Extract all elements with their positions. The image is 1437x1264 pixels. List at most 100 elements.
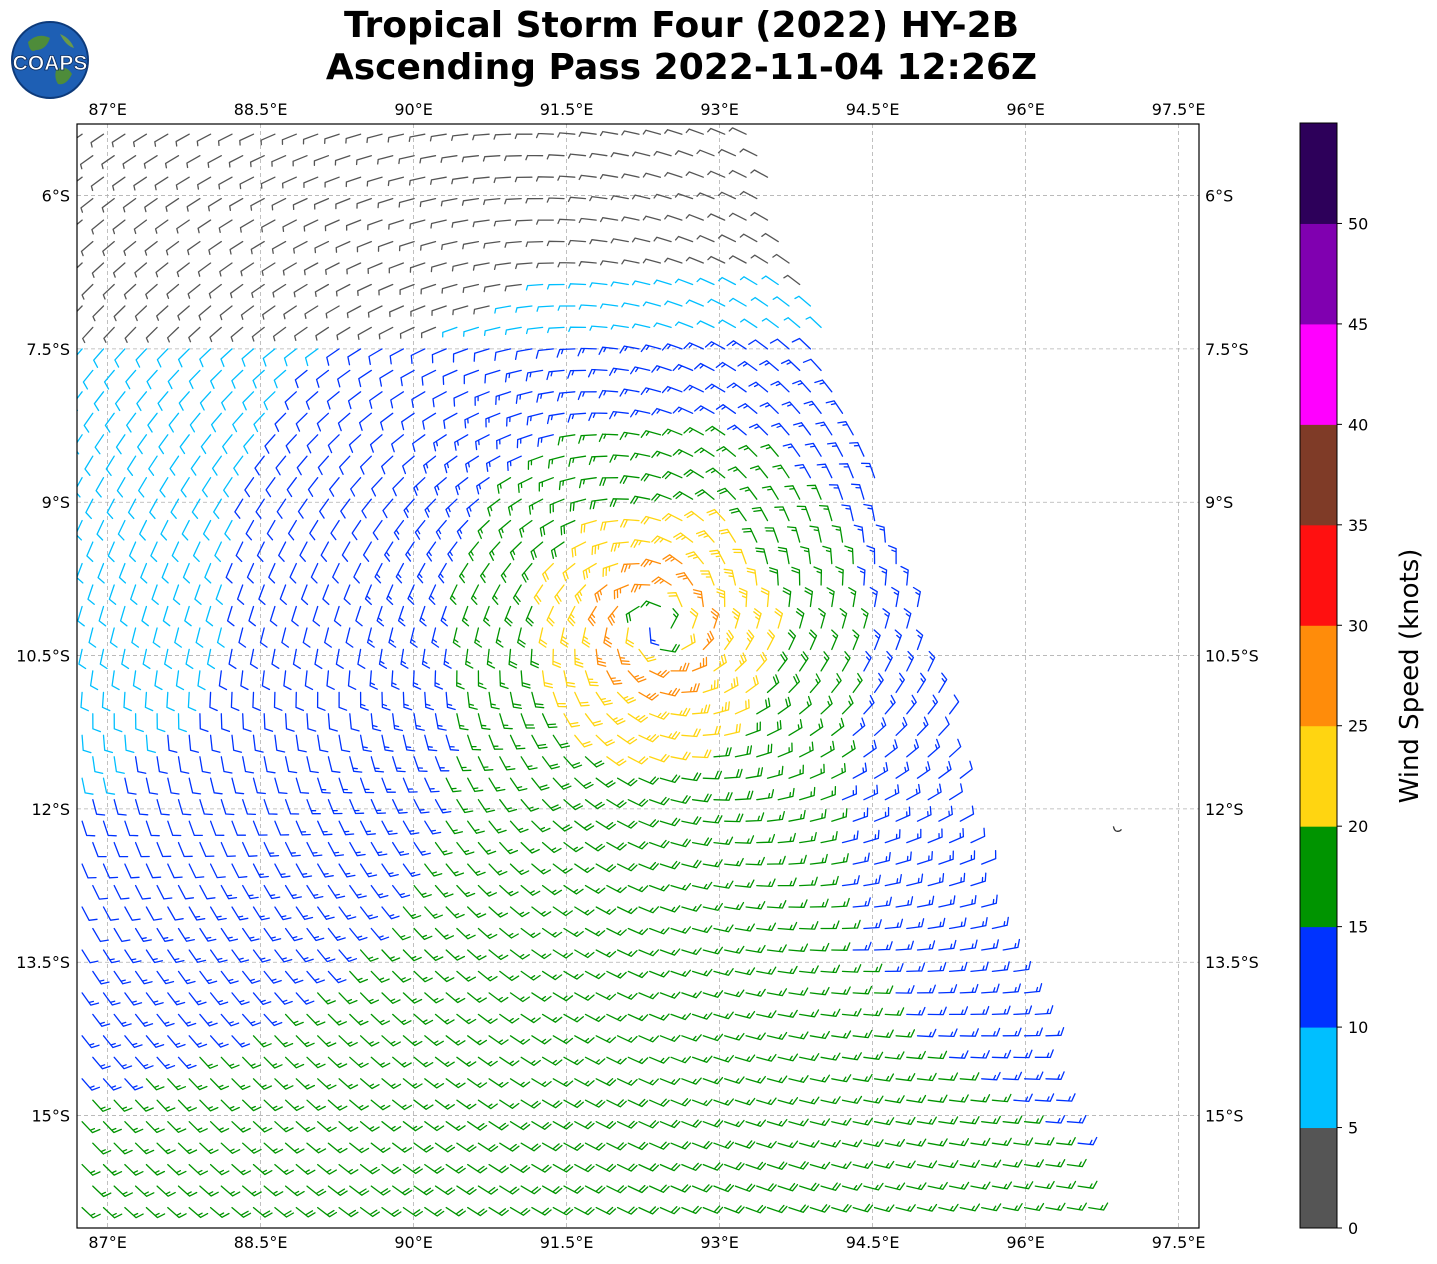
wind-barb — [275, 455, 287, 476]
wind-barb — [322, 584, 330, 606]
wind-barb — [531, 1121, 552, 1130]
wind-barb — [164, 648, 173, 670]
wind-barb — [638, 776, 659, 785]
wind-barb — [887, 545, 897, 565]
wind-barb — [402, 906, 422, 920]
wind-barb — [306, 1185, 327, 1197]
wind-barb — [831, 1204, 852, 1213]
wind-barb — [327, 713, 338, 732]
wind-barb — [465, 455, 480, 473]
wind-barb — [485, 412, 501, 428]
wind-barb — [167, 949, 185, 964]
wind-barb — [606, 1056, 627, 1065]
wind-barb — [467, 992, 487, 1003]
wind-barb — [991, 916, 1009, 930]
wind-barb — [1056, 1137, 1076, 1146]
wind-barb — [285, 434, 297, 454]
wind-barb — [664, 214, 683, 221]
wind-barb — [509, 863, 530, 876]
wind-barb — [154, 133, 169, 147]
wind-barb — [737, 360, 758, 372]
wind-barb — [338, 906, 357, 920]
wind-barb — [473, 305, 490, 315]
wind-barb — [467, 1121, 488, 1131]
wind-barb — [499, 1142, 520, 1152]
wind-barb — [916, 984, 936, 994]
wind-barb — [113, 1185, 133, 1198]
wind-barb — [102, 1163, 123, 1176]
wind-barb — [808, 629, 818, 651]
wind-barb — [535, 132, 554, 139]
wind-barb — [345, 176, 362, 188]
wind-barb — [409, 219, 426, 230]
wind-barb — [349, 756, 363, 773]
wind-barb — [209, 992, 229, 1006]
colorbar-tick-label: 50 — [1348, 214, 1368, 233]
wind-barb — [252, 820, 268, 836]
wind-barb — [156, 884, 173, 900]
wind-barb — [856, 566, 866, 586]
wind-barb — [327, 434, 340, 454]
wind-barb — [98, 605, 107, 627]
wind-barb — [324, 176, 340, 188]
wind-barb — [345, 133, 362, 144]
wind-barb — [774, 506, 790, 522]
wind-barb — [520, 1185, 542, 1195]
wind-barb — [788, 1204, 809, 1213]
wind-barb — [734, 1097, 756, 1106]
wind-barb — [696, 235, 715, 243]
wind-barb — [199, 799, 213, 816]
wind-barb — [274, 1163, 294, 1175]
wind-barb — [81, 283, 94, 300]
wind-barb — [272, 283, 287, 298]
wind-barb — [938, 984, 958, 994]
colorbar-frame — [1299, 122, 1338, 1229]
wind-barb — [991, 1005, 1011, 1016]
wind-barb — [300, 584, 309, 606]
wind-barb — [434, 1056, 455, 1068]
wind-barb — [338, 455, 351, 475]
wind-barb — [479, 562, 490, 584]
wind-barb — [574, 1078, 595, 1087]
wind-barb — [831, 1074, 852, 1083]
wind-barb — [177, 927, 195, 942]
wind-barb — [895, 806, 911, 822]
wind-barb — [616, 949, 638, 957]
wind-barb — [306, 1056, 326, 1069]
wind-barb — [411, 391, 426, 408]
wind-barb — [550, 541, 565, 559]
wind-barb — [389, 305, 405, 318]
wind-barb — [177, 1142, 198, 1155]
wind-barb — [640, 430, 662, 438]
wind-barb — [263, 1056, 283, 1069]
wind-barb — [670, 1012, 692, 1021]
wind-barb — [338, 777, 353, 794]
wind-barb — [884, 829, 901, 844]
wind-barb — [504, 326, 522, 336]
wind-barb — [766, 629, 776, 651]
wind-barb — [402, 1163, 423, 1175]
wind-barb — [685, 551, 704, 565]
wind-barb — [92, 884, 109, 900]
wind-barb — [781, 401, 801, 414]
wind-barb — [948, 917, 967, 930]
wind-barb — [726, 382, 747, 393]
wind-barb — [473, 348, 490, 362]
wind-barb — [514, 348, 533, 361]
wind-barb — [220, 884, 238, 900]
wind-barb — [220, 927, 239, 942]
wind-barb — [445, 1206, 466, 1217]
wind-barb — [124, 992, 143, 1006]
wind-barb — [764, 527, 779, 543]
wind-barb — [370, 1013, 391, 1026]
wind-barb — [707, 170, 726, 178]
wind-barb — [661, 470, 683, 480]
wind-barb — [156, 1185, 176, 1197]
wind-barb — [335, 197, 351, 210]
wind-barb — [621, 173, 640, 179]
wind-barb — [541, 670, 554, 689]
wind-barb — [927, 917, 946, 930]
wind-barb — [467, 1078, 488, 1089]
wind-barb — [809, 1204, 831, 1213]
wind-barb — [138, 477, 148, 498]
